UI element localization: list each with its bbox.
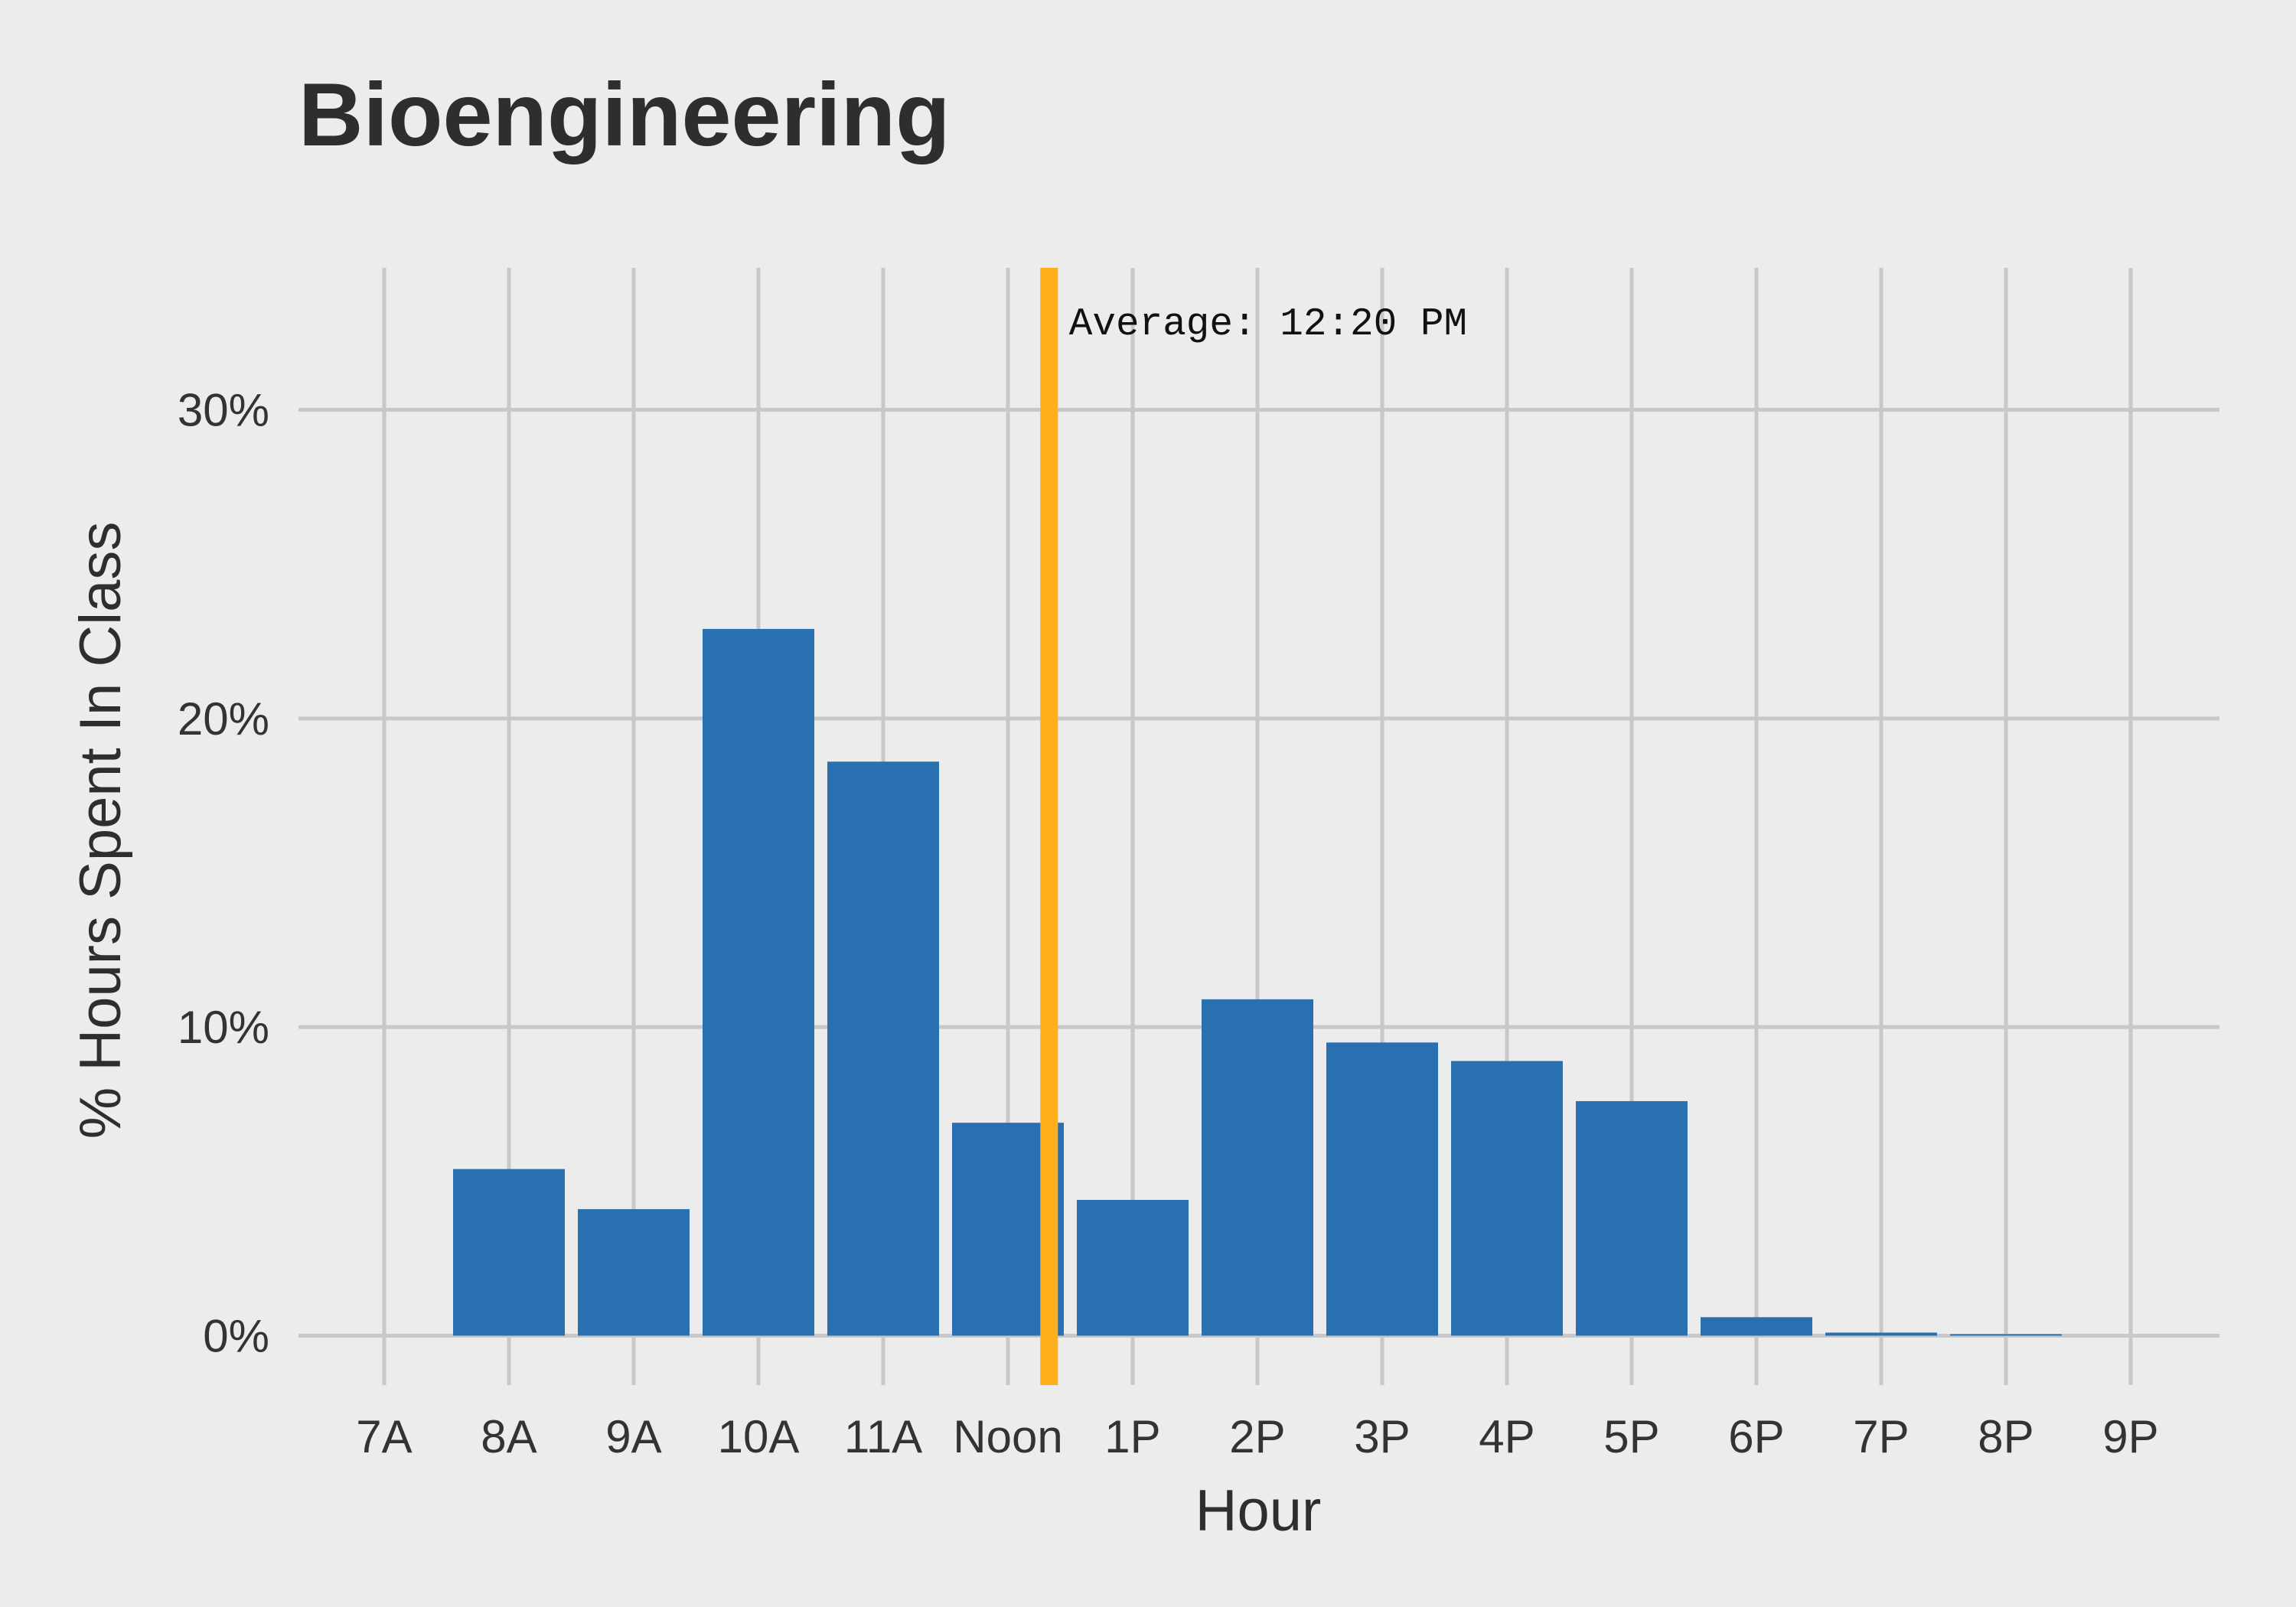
x-tick-label: 7P	[1853, 1411, 1909, 1462]
bar-10a	[703, 628, 814, 1336]
y-tick-labels: 0% 10% 20% 30%	[178, 385, 269, 1362]
x-tick-label: 3P	[1354, 1411, 1410, 1462]
bar-2p	[1202, 999, 1313, 1336]
x-axis-label: Hour	[1195, 1478, 1322, 1543]
x-tick-label: 11A	[844, 1411, 922, 1462]
average-reference: Average: 12:20 PM	[1040, 268, 1467, 1385]
x-tick-label: 8P	[1978, 1411, 2033, 1462]
x-tick-label: 9P	[2102, 1411, 2158, 1462]
chart-title: Bioengineering	[298, 64, 951, 165]
bars	[453, 628, 2062, 1336]
x-tick-label: 1P	[1104, 1411, 1160, 1462]
y-tick-label: 10%	[178, 1002, 269, 1053]
x-tick-labels: 7A 8A 9A 10A 11A Noon 1P 2P 3P 4P 5P 6P 7P 8P 9P	[356, 1411, 2158, 1462]
bar-1p	[1077, 1200, 1189, 1336]
x-tick-label: 10A	[718, 1411, 800, 1462]
x-tick-label: 4P	[1479, 1411, 1534, 1462]
bar-3p	[1326, 1042, 1438, 1336]
bar-6p	[1701, 1317, 1812, 1336]
x-tick-label: 6P	[1728, 1411, 1784, 1462]
bar-9a	[578, 1209, 690, 1336]
bar-4p	[1451, 1061, 1563, 1336]
bar-5p	[1576, 1100, 1688, 1336]
bar-11a	[827, 761, 939, 1336]
x-tick-label: 9A	[605, 1411, 661, 1462]
x-tick-label: 8A	[481, 1411, 536, 1462]
y-tick-label: 30%	[178, 385, 269, 436]
bar-8p	[1950, 1334, 2062, 1336]
x-tick-label: Noon	[953, 1411, 1062, 1462]
average-label: Average: 12:20 PM	[1069, 303, 1467, 347]
x-tick-label: 7A	[356, 1411, 412, 1462]
x-tick-label: 2P	[1229, 1411, 1285, 1462]
x-tick-label: 5P	[1603, 1411, 1659, 1462]
bar-8a	[453, 1169, 565, 1336]
y-tick-label: 20%	[178, 693, 269, 745]
y-tick-label: 0%	[203, 1310, 269, 1361]
y-axis-label: % Hours Spent In Class	[68, 522, 133, 1139]
bar-7p	[1825, 1332, 1937, 1336]
